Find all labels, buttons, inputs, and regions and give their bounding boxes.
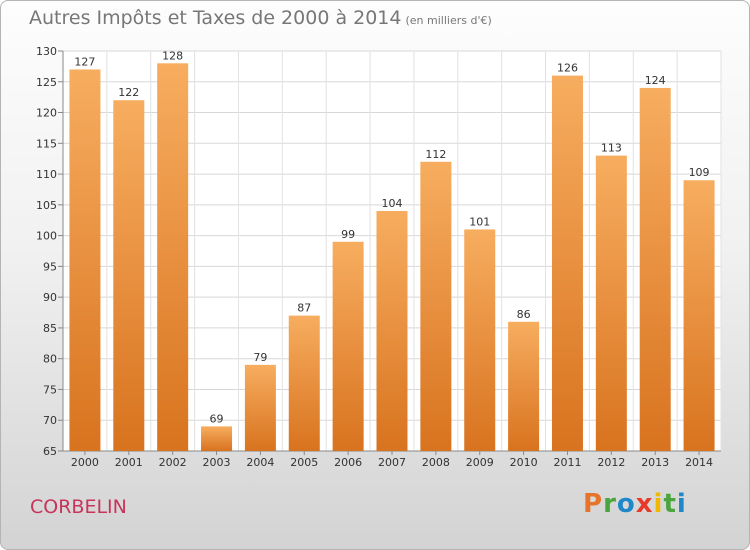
x-tick-label: 2000: [71, 456, 99, 469]
x-tick-label: 2007: [378, 456, 406, 469]
bar: [113, 100, 145, 451]
bar: [69, 69, 101, 451]
bar: [639, 87, 671, 451]
x-tick-label: 2002: [159, 456, 187, 469]
chart-subtitle: (en milliers d'€): [405, 14, 492, 27]
x-tick-label: 2011: [553, 456, 581, 469]
bar-value-label: 109: [689, 166, 710, 179]
y-tick-label: 105: [36, 199, 57, 212]
bar: [683, 180, 715, 451]
x-tick-label: 2005: [290, 456, 318, 469]
y-tick-label: 80: [43, 353, 57, 366]
y-tick-label: 125: [36, 76, 57, 89]
proxiti-logo: Proxiti: [583, 489, 687, 519]
y-tick-label: 90: [43, 291, 57, 304]
bar: [288, 315, 320, 451]
commune-name: CORBELIN: [30, 496, 127, 518]
bar-value-label: 79: [253, 351, 267, 364]
y-tick-label: 95: [43, 260, 57, 273]
bar-value-label: 126: [557, 62, 578, 75]
bar: [551, 75, 583, 451]
x-tick-label: 2008: [422, 456, 450, 469]
x-tick-label: 2004: [246, 456, 274, 469]
bar: [376, 211, 408, 451]
bar: [595, 155, 627, 451]
logo-letter: i: [653, 489, 664, 519]
y-tick-label: 70: [43, 414, 57, 427]
y-tick-label: 75: [43, 383, 57, 396]
x-tick-label: 2001: [115, 456, 143, 469]
logo-letter: o: [616, 489, 636, 519]
bar-value-label: 112: [425, 148, 446, 161]
bar-value-label: 87: [297, 302, 311, 315]
x-tick-label: 2010: [510, 456, 538, 469]
bar-value-label: 127: [74, 55, 95, 68]
y-tick-label: 120: [36, 107, 57, 120]
logo-letter: t: [663, 489, 677, 519]
logo-letter: i: [676, 489, 687, 519]
bar: [420, 161, 452, 451]
x-tick-label: 2009: [466, 456, 494, 469]
bar: [332, 241, 364, 451]
bar-value-label: 101: [469, 215, 490, 228]
bar-value-label: 99: [341, 228, 355, 241]
x-tick-label: 2006: [334, 456, 362, 469]
bar: [464, 229, 496, 451]
y-tick-label: 110: [36, 168, 57, 181]
chart-title-text: Autres Impôts et Taxes de 2000 à 2014: [29, 7, 402, 29]
bar-value-label: 113: [601, 142, 622, 155]
bar-value-label: 128: [162, 49, 183, 62]
x-tick-label: 2013: [641, 456, 669, 469]
bar-value-label: 124: [645, 74, 666, 87]
bar: [157, 63, 189, 452]
x-tick-label: 2003: [203, 456, 231, 469]
y-tick-label: 130: [36, 45, 57, 58]
bar-value-label: 122: [118, 86, 139, 99]
x-tick-label: 2012: [597, 456, 625, 469]
y-tick-label: 115: [36, 137, 57, 150]
logo-letter: x: [635, 489, 654, 519]
logo-letter: P: [583, 489, 604, 519]
bar: [244, 364, 276, 451]
bar-value-label: 69: [210, 412, 224, 425]
bar: [508, 321, 540, 451]
bar-value-label: 104: [382, 197, 403, 210]
logo-letter: r: [603, 489, 617, 519]
x-tick-label: 2014: [685, 456, 713, 469]
bar: [201, 426, 233, 451]
y-tick-label: 100: [36, 230, 57, 243]
y-tick-label: 85: [43, 322, 57, 335]
chart-title: Autres Impôts et Taxes de 2000 à 2014 (en…: [29, 7, 492, 29]
bar-value-label: 86: [517, 308, 531, 321]
y-tick-label: 65: [43, 445, 57, 458]
